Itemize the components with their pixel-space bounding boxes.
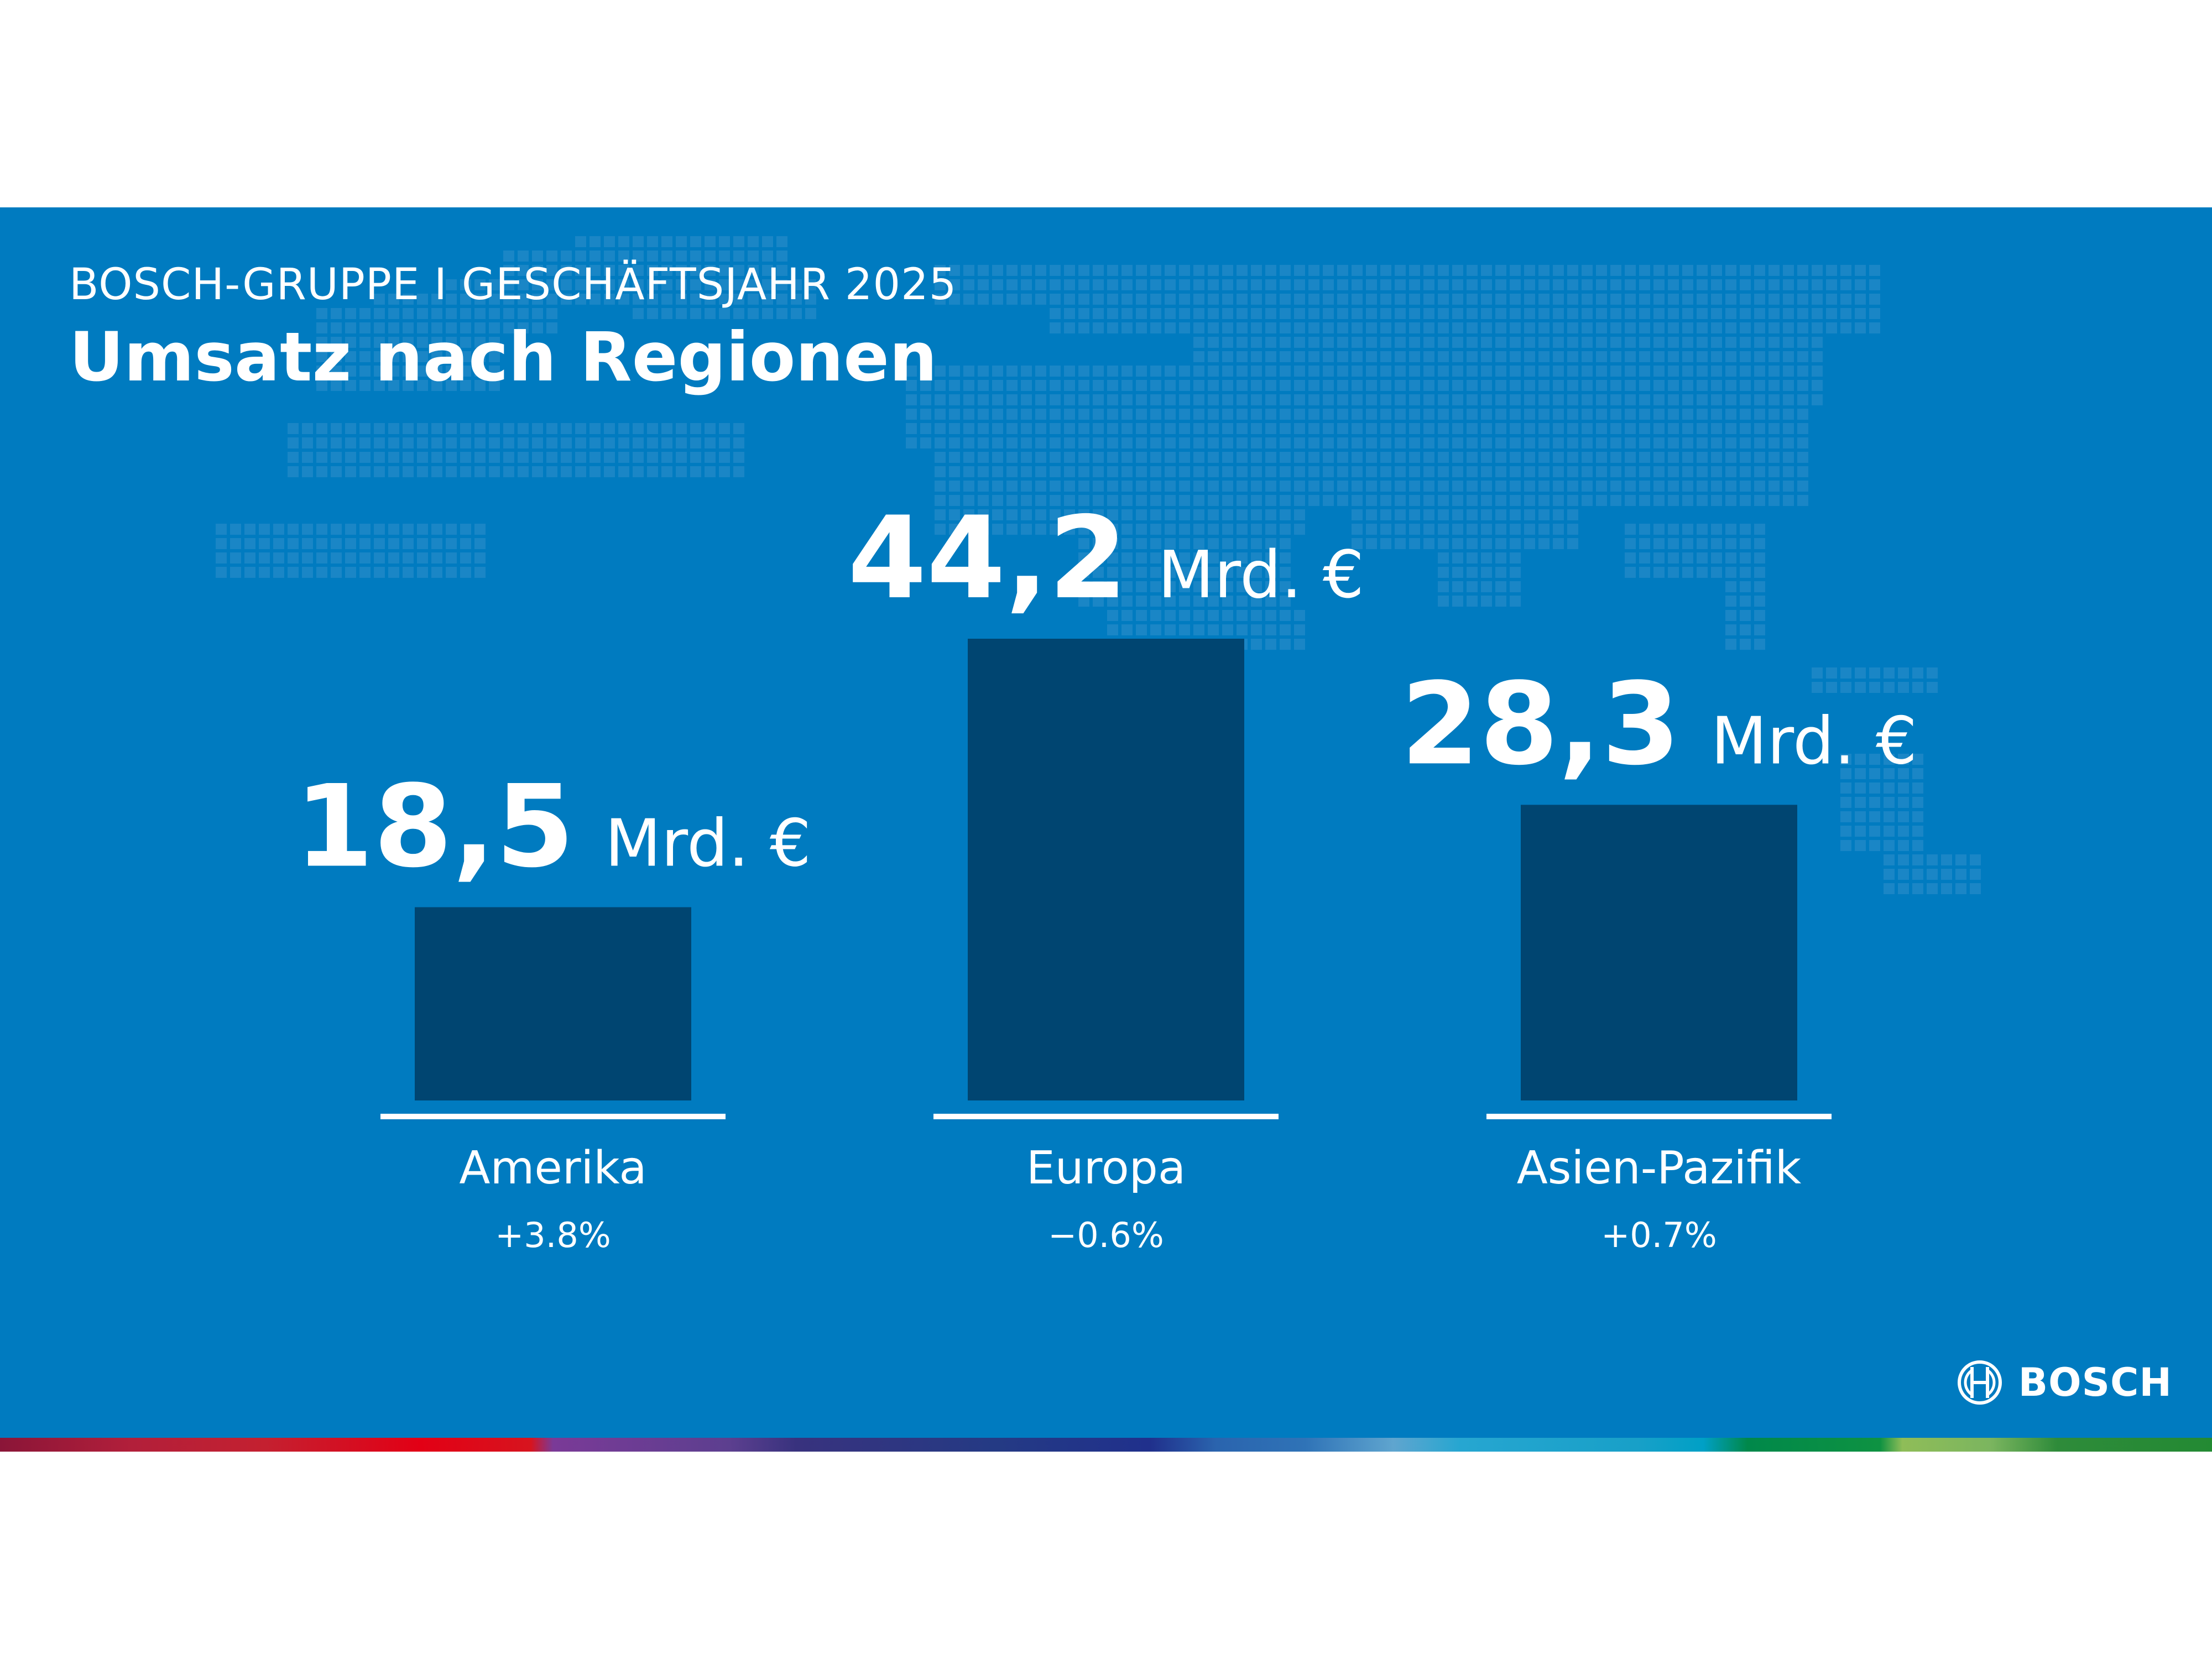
bosch-armature-icon (1957, 1360, 2002, 1405)
chart-subtitle: BOSCH-GRUPPE I GESCHÄFTSJAHR 2025 (69, 260, 957, 310)
value-number-amerika: 18,5 (295, 761, 575, 893)
category-label-asien-pazifik: Asien-Pazifik (1517, 1142, 1802, 1194)
value-number-asien-pazifik: 28,3 (1401, 659, 1681, 790)
baseline-asien-pazifik (1486, 1114, 1832, 1119)
world-map-background (216, 236, 1981, 894)
value-label-amerika: 18,5 Mrd. € (295, 761, 811, 893)
baseline-europa (933, 1114, 1279, 1119)
bosch-wordmark: BOSCH (2018, 1360, 2172, 1405)
value-unit-amerika: Mrd. € (605, 805, 811, 881)
value-unit-asien-pazifik: Mrd. € (1711, 702, 1917, 779)
bar-chart: 18,5 Mrd. € Amerika +3.8% 44,2 Mrd. € Europa −0… (295, 493, 1917, 1255)
value-label-asien-pazifik: 28,3 Mrd. € (1401, 659, 1917, 790)
change-label-europa: −0.6% (1048, 1215, 1164, 1255)
bosch-logo: BOSCH (1957, 1359, 2172, 1406)
banner: BOSCH-GRUPPE I GESCHÄFTSJAHR 2025 Umsatz… (0, 207, 2212, 1452)
value-label-europa: 44,2 Mrd. € (848, 493, 1364, 624)
bar-asien-pazifik (1521, 805, 1797, 1100)
bar-amerika (415, 907, 691, 1100)
brand-color-stripe (0, 1438, 2212, 1452)
bar-europa (968, 639, 1244, 1100)
category-label-europa: Europa (1026, 1142, 1186, 1194)
value-number-europa: 44,2 (848, 493, 1128, 624)
category-label-amerika: Amerika (459, 1142, 646, 1194)
chart-title: Umsatz nach Regionen (69, 318, 937, 397)
baseline-amerika (380, 1114, 726, 1119)
change-label-asien-pazifik: +0.7% (1601, 1215, 1717, 1255)
value-unit-europa: Mrd. € (1158, 536, 1364, 613)
change-label-amerika: +3.8% (495, 1215, 611, 1255)
